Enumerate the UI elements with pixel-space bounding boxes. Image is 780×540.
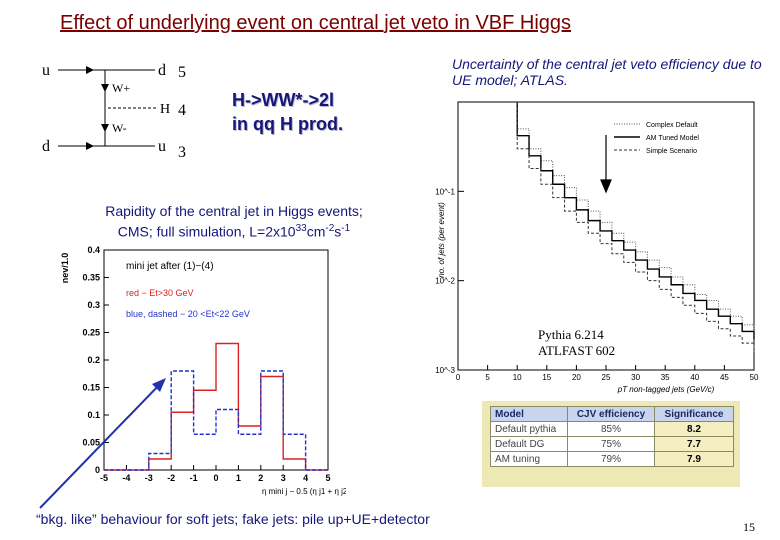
label-d-out: d [158, 62, 166, 79]
cjv-table-panel: Model CJV efficiency Significance Defaul… [482, 401, 740, 487]
cms-ytick-label: 0.35 [82, 273, 100, 283]
table-cell: 75% [567, 436, 655, 452]
cms-xtick-label: 4 [303, 473, 308, 483]
table-cell: 8.2 [654, 421, 734, 437]
cms-ytick-label: 0.2 [87, 355, 100, 365]
atlas-series-complex-default [516, 102, 755, 333]
table-header-model: Model [490, 406, 568, 422]
atlas-xtick-label: 25 [602, 373, 611, 382]
label-d-in: d [42, 138, 50, 155]
atlas-legend: Complex Default AM Tuned Model Simple Sc… [614, 122, 699, 155]
cms-ytick-label: 0.15 [82, 383, 100, 393]
cms-xtick-label: 5 [325, 473, 330, 483]
atlas-series-am-tuned [516, 102, 755, 340]
atlas-ylabel: no. of jets (per event) [437, 202, 446, 278]
atlas-caption: Uncertainty of the central jet veto effi… [452, 56, 762, 88]
label-higgs: H [160, 102, 170, 117]
cms-ytick-label: 0.25 [82, 328, 100, 338]
page-number: 15 [743, 520, 755, 534]
atlas-xtick-label: 10 [513, 373, 522, 382]
arrow-top [86, 66, 94, 74]
cms-xtick-label: -3 [145, 473, 153, 483]
pythia-label: Pythia 6.214 ATLFAST 602 [538, 327, 615, 359]
table-row: Default pythia 85% 8.2 [490, 421, 734, 437]
label-w-minus: W- [112, 121, 127, 135]
atlas-xlabel: pT non-tagged jets (GeV/c) [617, 385, 715, 394]
slide-title: Effect of underlying event on central je… [60, 12, 572, 34]
legend-am-tuned: AM Tuned Model [646, 135, 699, 142]
cms-xtick-label: -1 [190, 473, 198, 483]
arrow-w-bottom [101, 124, 109, 132]
cms-rapidity-histogram: 00.050.10.150.20.250.30.350.4-5 -4 -3 -2 -1 0… [56, 242, 346, 514]
atlas-xtick-label: 15 [542, 373, 551, 382]
process-label: H->WW*->2l in qq H prod. [232, 88, 392, 136]
cms-ytick-label: 0.05 [82, 438, 100, 448]
process-line-1: H->WW*->2l [232, 90, 335, 110]
atlas-xtick-label: 50 [750, 373, 759, 382]
cms-xtick-label: -5 [100, 473, 108, 483]
table-row: AM tuning 79% 7.9 [490, 451, 734, 467]
label-n4: 4 [178, 102, 186, 119]
atlas-xtick-label: 20 [572, 373, 581, 382]
atlas-xtick-label: 40 [690, 373, 699, 382]
table-cell: Default pythia [490, 421, 568, 437]
cms-ylabel: nev/1.0 [60, 253, 70, 284]
cms-caption-line-2: CMS; full simulation, L=2x1033cm-2s-1 [117, 223, 351, 240]
cms-xtick-label: -4 [122, 473, 130, 483]
cms-caption: Rapidity of the central jet in Higgs eve… [44, 202, 424, 241]
cjv-table: Model CJV efficiency Significance Defaul… [490, 406, 734, 467]
table-cell: AM tuning [490, 451, 568, 467]
label-w-plus: W+ [112, 81, 130, 95]
atlas-ytick-label: 10^-1 [435, 187, 455, 196]
cms-xtick-label: -2 [167, 473, 175, 483]
table-cell: Default DG [490, 436, 568, 452]
atlas-ytick-label: 10^-3 [435, 366, 455, 375]
table-header-cjv: CJV efficiency [567, 406, 655, 422]
cms-ytick-label: 0.4 [87, 245, 100, 255]
atlas-ytick-label: 10^-2 [435, 277, 455, 286]
table-cell: 85% [567, 421, 655, 437]
process-line-2: in qq H prod. [232, 114, 343, 134]
legend-complex-default: Complex Default [646, 122, 698, 129]
table-header-significance: Significance [654, 406, 734, 422]
table-cell: 79% [567, 451, 655, 467]
cms-annotation-3: blue, dashed − 20 <Et<22 GeV [126, 309, 250, 319]
atlas-xtick-label: 45 [720, 373, 729, 382]
table-header-row: Model CJV efficiency Significance [490, 406, 734, 422]
cms-ytick-label: 0.1 [87, 410, 100, 420]
cms-caption-line-1: Rapidity of the central jet in Higgs eve… [105, 203, 363, 219]
bottom-note: “bkg. like” behaviour for soft jets; fak… [36, 511, 430, 527]
pythia-line-1: Pythia 6.214 [538, 327, 604, 342]
table-cell: 7.7 [654, 436, 734, 452]
atlas-series-simple-scenario [516, 102, 755, 352]
down-arrow [600, 135, 612, 194]
cms-xlabel: η mini j − 0.5 (η j1 + η j2) [262, 487, 346, 496]
cms-xtick-label: 0 [213, 473, 218, 483]
atlas-xtick-label: 0 [456, 373, 461, 382]
cms-xtick-label: 2 [258, 473, 263, 483]
label-u-out: u [158, 138, 166, 155]
table-cell: 7.9 [654, 451, 734, 467]
atlas-xtick-label: 5 [485, 373, 490, 382]
atlas-pt-plot: 0 5 10 15 20 25 30 35 40 45 50 10^-1 10^-2 10^-3 no. … [426, 100, 760, 395]
cms-xtick-label: 3 [281, 473, 286, 483]
legend-simple-scenario: Simple Scenario [646, 148, 697, 155]
table-row: Default DG 75% 7.7 [490, 436, 734, 452]
cms-annotation-1: mini jet after (1)−(4) [126, 261, 214, 272]
label-u-in: u [42, 62, 50, 79]
pythia-line-2: ATLFAST 602 [538, 343, 616, 358]
arrow-bottom [86, 142, 94, 150]
atlas-xtick-label: 30 [631, 373, 640, 382]
label-n5: 5 [178, 64, 186, 81]
arrow-w-top [101, 84, 109, 92]
cms-xtick-label: 1 [236, 473, 241, 483]
label-n3: 3 [178, 144, 186, 161]
cms-annotation-2: red − Et>30 GeV [126, 288, 194, 298]
cms-ytick-label: 0.3 [87, 300, 100, 310]
feynman-diagram: u d d u W+ W- H 5 4 3 [42, 62, 186, 161]
atlas-xtick-label: 35 [661, 373, 670, 382]
